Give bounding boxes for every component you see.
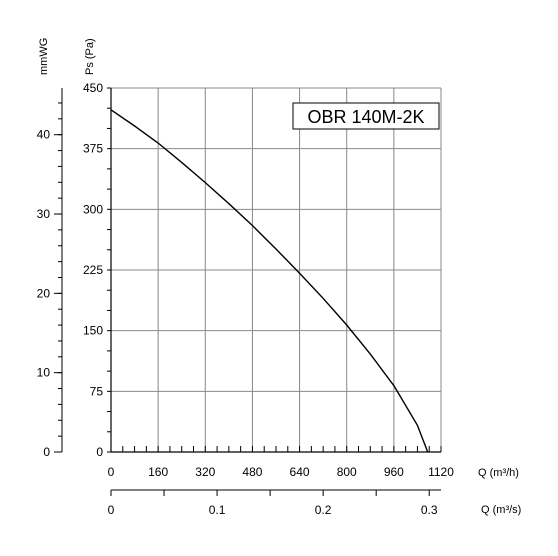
x-tick-label-m3s: 0.3 [421,503,438,517]
x-axis-title-m3s: Q (m³/s) [481,504,521,516]
y-tick-label-mmwg: 0 [43,445,50,459]
y-tick-label-pa: 225 [83,263,103,277]
x-tick-label-m3h: 800 [337,465,357,479]
pressure-curve [110,109,429,453]
y-tick-label-pa: 150 [83,324,103,338]
y-tick-label-mmwg: 10 [37,366,51,380]
y-tick-label-mmwg: 40 [37,128,51,142]
y-tick-label-mmwg: 30 [37,207,51,221]
y-tick-label-pa: 300 [83,202,103,216]
y-axis-title-mmwg: mmWG [38,38,50,75]
x-tick-label-m3h: 480 [242,465,262,479]
axes [54,88,441,496]
x-tick-label-m3h: 1120 [428,465,454,479]
model-label-box: OBR 140M-2K [292,102,440,130]
y-axis-title-pa: Ps (Pa) [84,38,96,75]
x-tick-label-m3s: 0.2 [315,503,332,517]
x-tick-label-m3h: 160 [148,465,168,479]
x-tick-label-m3s: 0.1 [209,503,226,517]
y-tick-label-pa: 0 [96,445,103,459]
y-tick-label-pa: 375 [83,142,103,156]
x-axis-title-m3h: Q (m³/h) [478,467,519,479]
y-tick-label-pa: 75 [90,384,104,398]
y-tick-label-pa: 450 [83,81,103,95]
x-tick-label-m3h: 0 [108,465,115,479]
grid-lines [110,87,442,453]
x-tick-label-m3h: 960 [384,465,404,479]
x-tick-label-m3h: 640 [290,465,310,479]
x-tick-label-m3h: 320 [195,465,215,479]
model-label: OBR 140M-2K [307,107,424,127]
y-tick-label-mmwg: 20 [37,286,51,300]
x-tick-label-m3s: 0 [108,503,115,517]
